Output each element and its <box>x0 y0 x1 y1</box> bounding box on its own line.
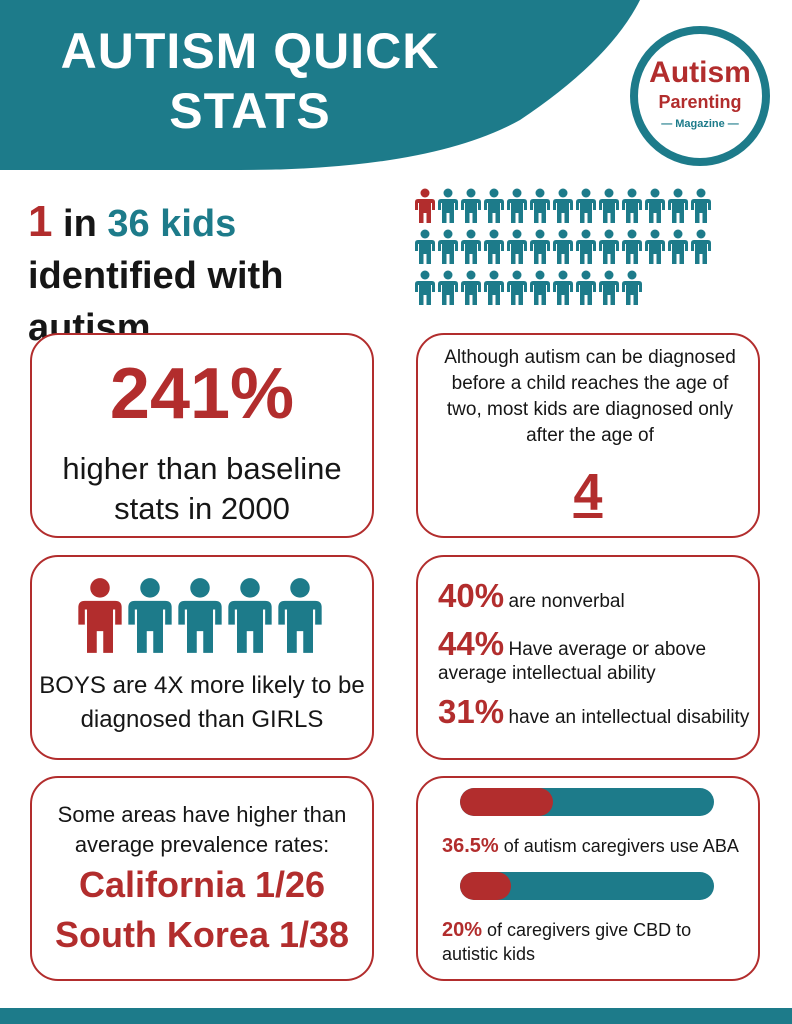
person-icon <box>552 188 574 224</box>
person-icon <box>621 270 643 306</box>
person-icon <box>644 229 666 265</box>
person-icon <box>460 229 482 265</box>
person-icon <box>552 229 574 265</box>
header-banner: AUTISM QUICK STATS <box>0 0 792 180</box>
cbd-percent: 20% <box>442 919 483 941</box>
person-icon <box>414 229 436 265</box>
region-south-korea: South Korea 1/38 <box>54 914 350 955</box>
stat-num: 40% <box>438 577 505 614</box>
person-icon <box>414 188 436 224</box>
ability-stats-card: 40% are nonverbal 44% Have average or ab… <box>416 555 760 760</box>
person-icon <box>437 188 459 224</box>
boy-person-icon <box>276 577 324 660</box>
person-icon <box>690 188 712 224</box>
person-icon <box>414 270 436 306</box>
person-icon <box>506 229 528 265</box>
stat-num: 44% <box>438 625 505 662</box>
cbd-progress-fill <box>460 872 511 900</box>
person-icon <box>437 270 459 306</box>
headline-number: 1 <box>28 197 53 246</box>
caregivers-card: 36.5% of autism caregivers use ABA 20% o… <box>416 776 760 981</box>
person-icon <box>460 188 482 224</box>
baseline-percent: 241% <box>109 354 295 434</box>
cbd-label: 20% of caregivers give CBD to autistic k… <box>442 918 742 966</box>
person-icon <box>506 270 528 306</box>
page-title-line1: AUTISM QUICK <box>60 23 440 79</box>
stat-text: average intellectual ability <box>438 663 656 684</box>
stat-line-disability: 31% have an intellectual disability <box>438 693 749 731</box>
stat-text: have an intellectual disability <box>508 707 750 728</box>
stat-num: 31% <box>438 693 505 730</box>
person-icon <box>621 188 643 224</box>
stat-text: are nonverbal <box>508 591 625 612</box>
cbd-progress-bar <box>460 872 714 900</box>
aba-text: of autism caregivers use ABA <box>498 836 739 856</box>
footer-bar <box>0 1008 792 1024</box>
person-icon <box>575 188 597 224</box>
person-icon <box>529 270 551 306</box>
gender-text: BOYS are 4X more likely to be diagnosed … <box>39 672 365 733</box>
person-icon <box>483 229 505 265</box>
aba-progress-fill <box>460 788 553 816</box>
headline-kids: 36 kids <box>107 203 237 245</box>
logo-word-parenting: Parenting <box>658 92 742 112</box>
regions-card: Some areas have higher than average prev… <box>30 776 374 981</box>
page-title-line2: STATS <box>169 83 331 139</box>
headline: 1 in 36 kids identified with autism <box>28 196 408 354</box>
person-icon <box>667 229 689 265</box>
diagnosis-age-number: 4 <box>573 464 603 522</box>
region-california: California 1/26 <box>78 864 326 905</box>
person-icon <box>598 270 620 306</box>
girl-person-icon <box>76 577 124 660</box>
person-icon <box>644 188 666 224</box>
diagnosis-age-text: Although autism can be diagnosed before … <box>444 347 736 446</box>
gender-card: BOYS are 4X more likely to be diagnosed … <box>30 555 374 760</box>
person-icon <box>483 188 505 224</box>
person-icon <box>460 270 482 306</box>
diagnosis-age-card: Although autism can be diagnosed before … <box>416 333 760 538</box>
logo: Autism Parenting — Magazine — <box>630 26 770 166</box>
aba-label: 36.5% of autism caregivers use ABA <box>442 834 742 858</box>
boy-person-icon <box>226 577 274 660</box>
person-icon <box>552 270 574 306</box>
person-icon <box>575 270 597 306</box>
headline-in: in <box>52 203 108 245</box>
regions-text: Some areas have higher than average prev… <box>57 802 347 857</box>
person-icon <box>529 188 551 224</box>
people-grid <box>414 188 714 306</box>
gender-icons <box>76 577 332 655</box>
person-icon <box>506 188 528 224</box>
person-icon <box>621 229 643 265</box>
boy-person-icon <box>176 577 224 660</box>
person-icon <box>667 188 689 224</box>
stat-line-average-cont: average intellectual ability <box>438 663 656 685</box>
person-icon <box>437 229 459 265</box>
person-icon <box>690 229 712 265</box>
boy-person-icon <box>126 577 174 660</box>
header-shape <box>0 0 640 170</box>
aba-percent: 36.5% <box>442 835 499 857</box>
stat-line-average: 44% Have average or above <box>438 625 706 663</box>
person-icon <box>529 229 551 265</box>
cbd-text: of caregivers give CBD to autistic kids <box>442 920 692 964</box>
stat-text: Have average or above <box>508 639 707 660</box>
logo-word-magazine: — Magazine — <box>661 118 739 130</box>
person-icon <box>598 188 620 224</box>
stat-line-nonverbal: 40% are nonverbal <box>438 577 625 615</box>
baseline-subtitle: higher than baseline stats in 2000 <box>62 451 342 526</box>
baseline-card: 241% higher than baseline stats in 2000 <box>30 333 374 538</box>
aba-progress-bar <box>460 788 714 816</box>
logo-word-autism: Autism <box>649 56 751 89</box>
person-icon <box>598 229 620 265</box>
person-icon <box>575 229 597 265</box>
person-icon <box>483 270 505 306</box>
